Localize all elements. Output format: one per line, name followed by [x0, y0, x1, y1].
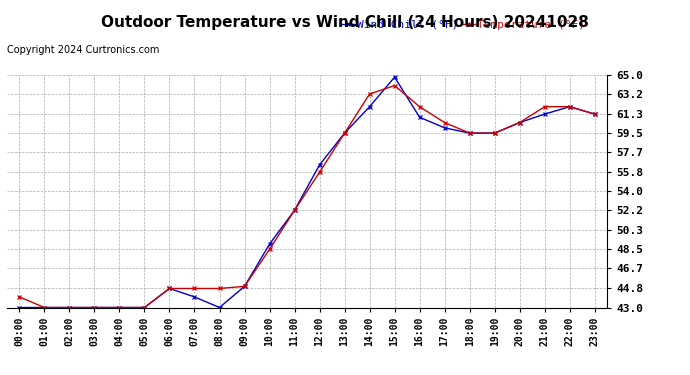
Temperature (°F) [290, 208, 299, 213]
Wind Chill (°F) [415, 115, 424, 120]
Text: Outdoor Temperature vs Wind Chill (24 Hours) 20241028: Outdoor Temperature vs Wind Chill (24 Ho… [101, 15, 589, 30]
Temperature (°F) [366, 92, 374, 96]
Temperature (°F) [440, 120, 449, 125]
Temperature (°F) [315, 170, 324, 174]
Wind Chill (°F) [66, 305, 74, 310]
Temperature (°F) [591, 112, 599, 116]
Line: Wind Chill (°F): Wind Chill (°F) [17, 75, 597, 310]
Temperature (°F) [266, 247, 274, 252]
Line: Temperature (°F): Temperature (°F) [17, 83, 597, 310]
Temperature (°F) [15, 295, 23, 299]
Temperature (°F) [540, 105, 549, 109]
Wind Chill (°F) [315, 163, 324, 167]
Temperature (°F) [566, 105, 574, 109]
Temperature (°F) [215, 286, 224, 291]
Wind Chill (°F) [15, 305, 23, 310]
Temperature (°F) [190, 286, 199, 291]
Wind Chill (°F) [166, 286, 174, 291]
Temperature (°F) [66, 305, 74, 310]
Temperature (°F) [466, 131, 474, 135]
Legend: Wind Chill (°F), Temperature (°F): Wind Chill (°F), Temperature (°F) [337, 15, 589, 34]
Wind Chill (°F) [566, 105, 574, 109]
Wind Chill (°F) [366, 105, 374, 109]
Wind Chill (°F) [215, 305, 224, 310]
Wind Chill (°F) [491, 131, 499, 135]
Wind Chill (°F) [591, 112, 599, 116]
Wind Chill (°F) [515, 120, 524, 125]
Temperature (°F) [240, 284, 248, 289]
Temperature (°F) [391, 83, 399, 88]
Temperature (°F) [415, 105, 424, 109]
Temperature (°F) [140, 305, 148, 310]
Wind Chill (°F) [240, 284, 248, 289]
Wind Chill (°F) [266, 242, 274, 246]
Temperature (°F) [115, 305, 124, 310]
Wind Chill (°F) [340, 131, 348, 135]
Temperature (°F) [340, 131, 348, 135]
Wind Chill (°F) [466, 131, 474, 135]
Temperature (°F) [90, 305, 99, 310]
Wind Chill (°F) [391, 75, 399, 80]
Wind Chill (°F) [40, 305, 48, 310]
Wind Chill (°F) [190, 295, 199, 299]
Wind Chill (°F) [115, 305, 124, 310]
Wind Chill (°F) [290, 208, 299, 213]
Wind Chill (°F) [440, 126, 449, 130]
Wind Chill (°F) [540, 112, 549, 116]
Temperature (°F) [166, 286, 174, 291]
Temperature (°F) [491, 131, 499, 135]
Temperature (°F) [515, 120, 524, 125]
Wind Chill (°F) [90, 305, 99, 310]
Temperature (°F) [40, 305, 48, 310]
Wind Chill (°F) [140, 305, 148, 310]
Text: Copyright 2024 Curtronics.com: Copyright 2024 Curtronics.com [7, 45, 159, 55]
